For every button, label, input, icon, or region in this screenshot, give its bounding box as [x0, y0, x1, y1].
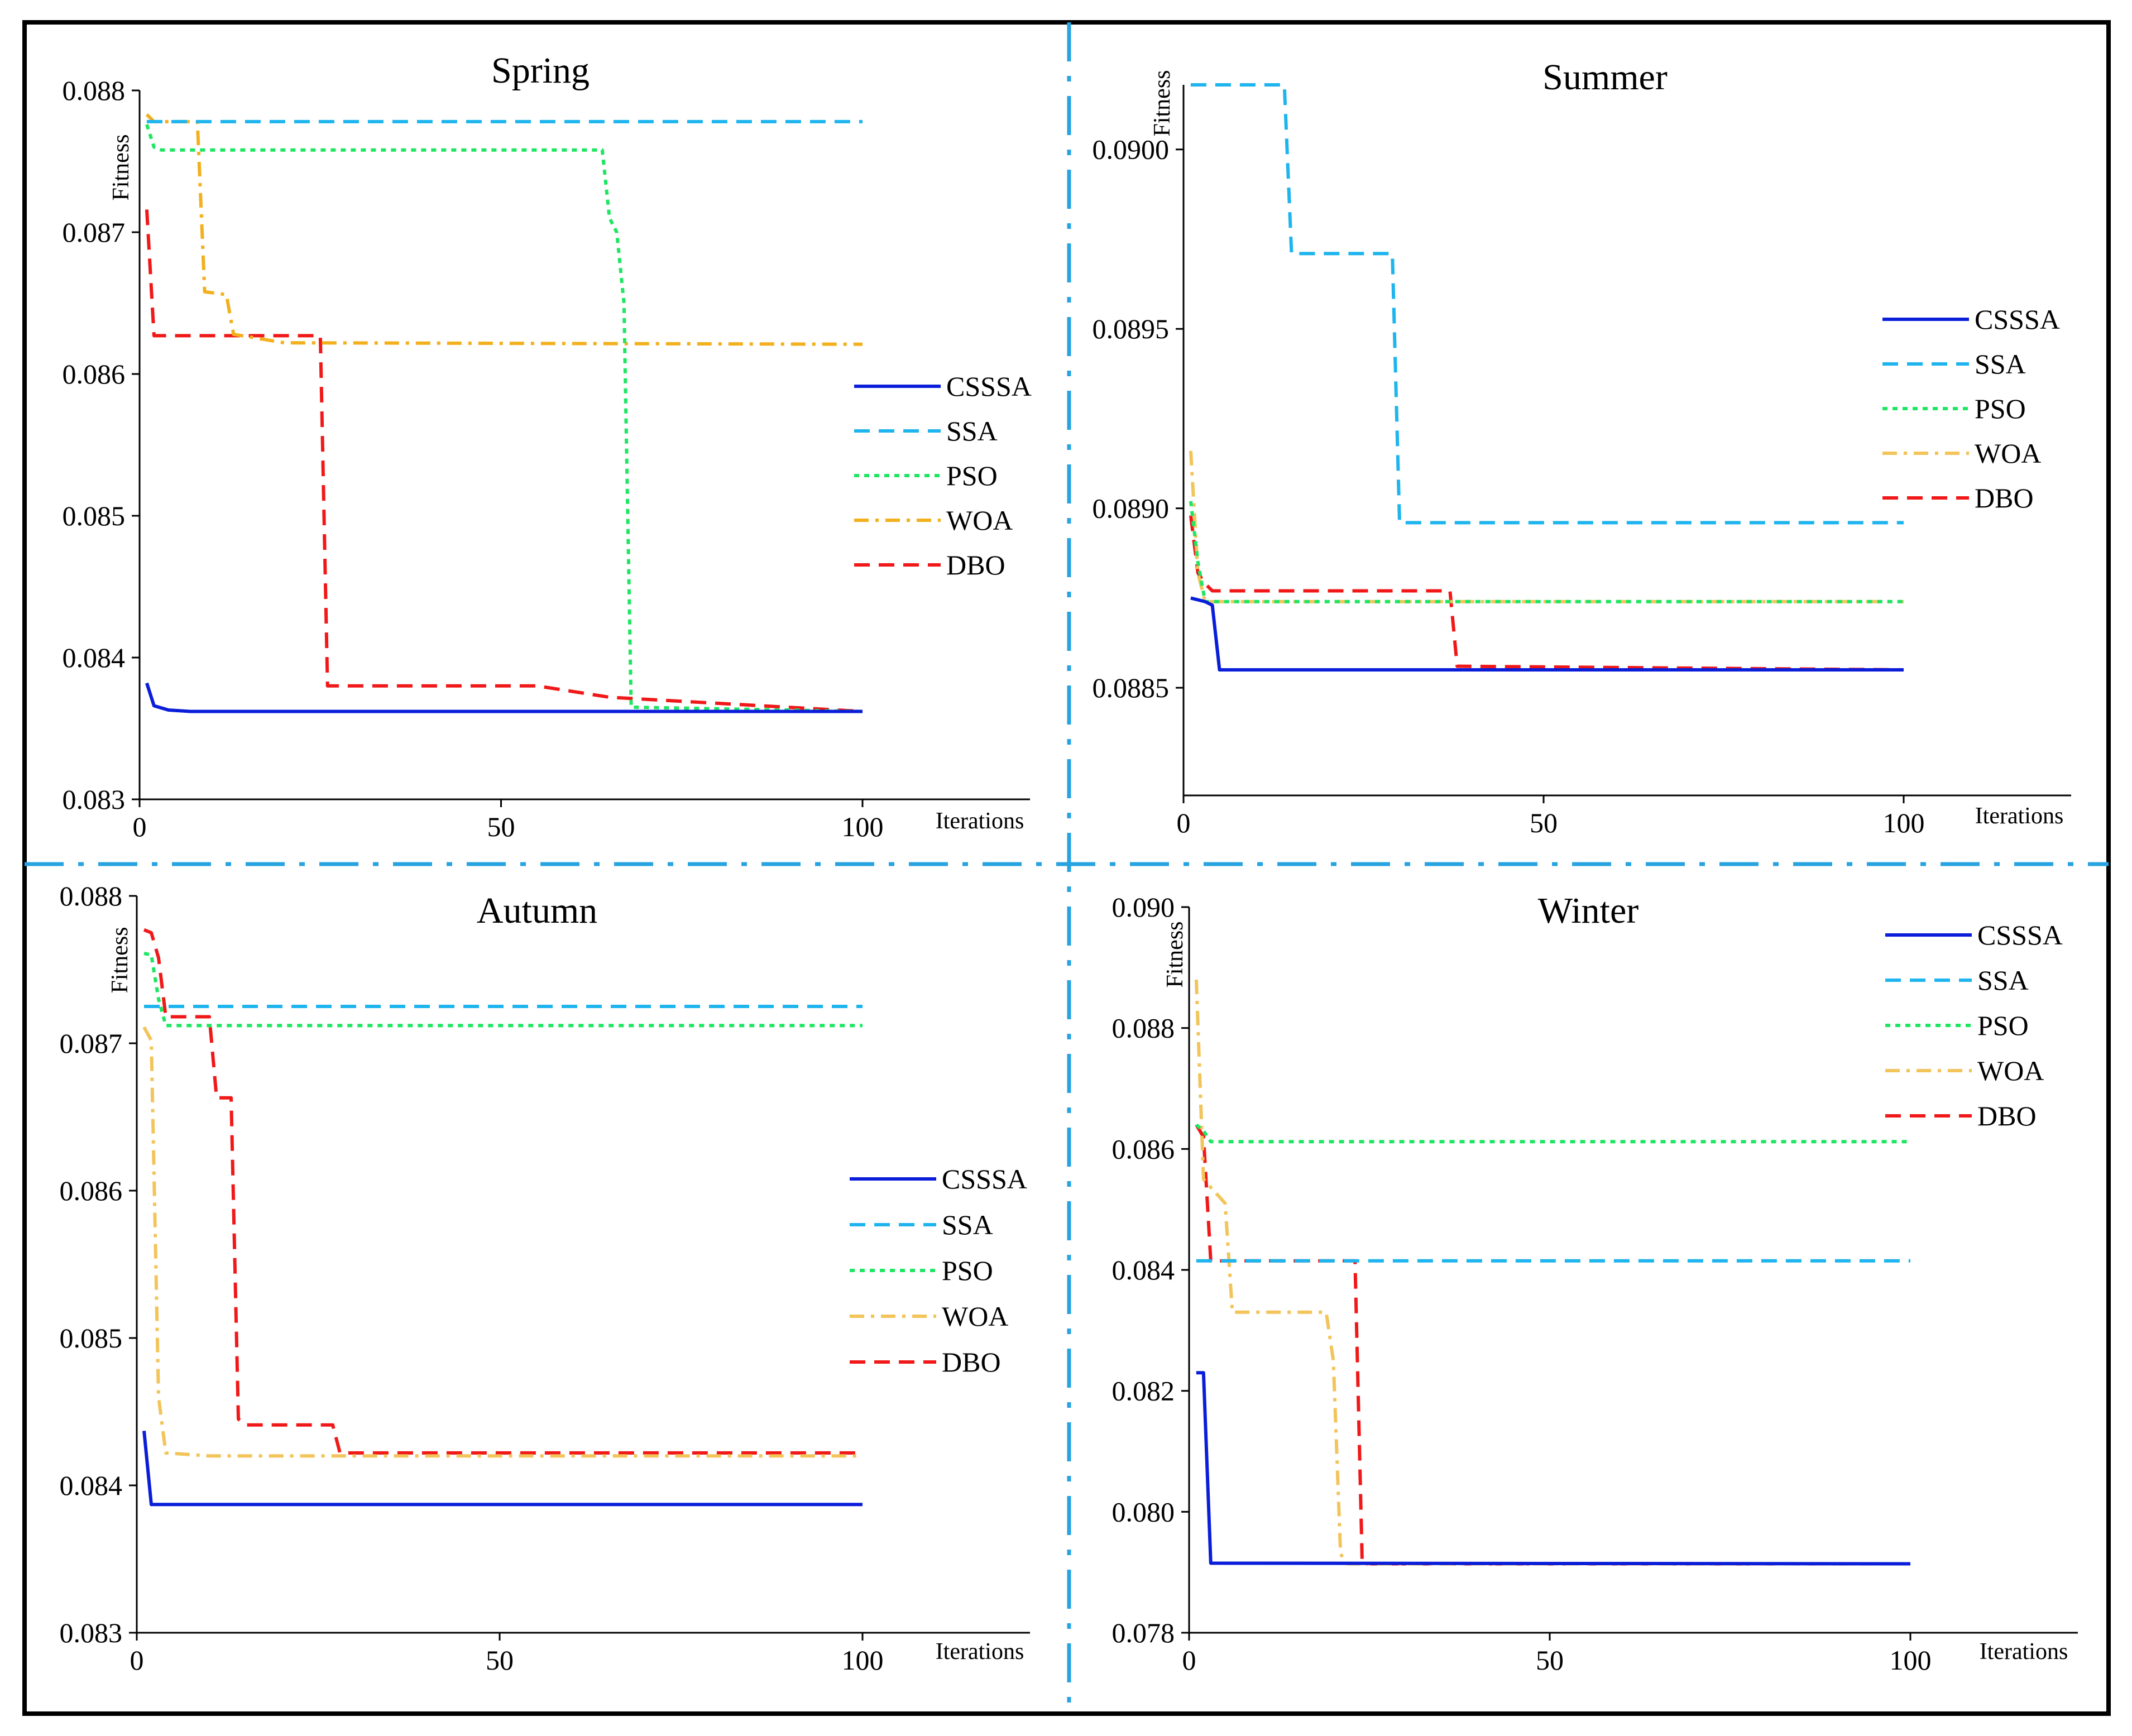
x-tick-label: 50: [487, 811, 515, 842]
series-line-dbo: [143, 928, 863, 1455]
y-tick-label: 0.0895: [1093, 313, 1170, 344]
series-line-csssa: [145, 682, 863, 713]
y-tick-label: 0.088: [60, 880, 123, 912]
legend-label-ssa: SSA: [1977, 965, 2029, 996]
x-tick-label: 100: [842, 1644, 884, 1676]
y-tick-label: 0.083: [63, 784, 126, 815]
y-tick-label: 0.085: [60, 1322, 123, 1354]
y-tick-label: 0.088: [63, 75, 126, 106]
legend-label-csssa: CSSSA: [1977, 919, 2063, 951]
y-tick-label: 0.086: [60, 1175, 123, 1206]
y-tick-label: 0.084: [60, 1470, 123, 1501]
y-axis-label: Fitness: [1162, 921, 1188, 987]
series-line-csssa: [1190, 596, 1904, 672]
legend-label-woa: WOA: [942, 1301, 1008, 1332]
chart-winter: 0.078 0.080 0.082 0.084 0.086 0.088 0.090 0 50 10…: [1112, 890, 2078, 1676]
x-tick-label: 0: [130, 1644, 144, 1676]
chart-autumn: 0.083 0.084 0.085 0.086 0.087 0.088 0 50 100 Iter…: [60, 880, 1030, 1676]
series-line-ssa: [1190, 83, 1904, 525]
legend: CSSSA SSA PSO WOA DBO: [854, 371, 1032, 581]
legend: CSSSA SSA PSO WOA DBO: [1885, 919, 2063, 1131]
y-tick-label: 0.087: [60, 1028, 123, 1059]
legend-label-ssa: SSA: [942, 1209, 993, 1240]
x-axis-label: Iterations: [936, 808, 1024, 834]
series-line-woa: [1189, 450, 1904, 603]
y-tick-label: 0.0885: [1093, 672, 1170, 703]
legend: CSSSA SSA PSO WOA DBO: [1882, 304, 2060, 514]
x-tick-label: 100: [1883, 807, 1925, 838]
series-line-pso: [143, 952, 863, 1028]
legend-label-csssa: CSSSA: [946, 371, 1032, 402]
y-tick-label: 0.086: [1112, 1133, 1175, 1164]
chart-spring: 0.083 0.084 0.085 0.086 0.087 0.088 0 50 100 Iter…: [63, 50, 1032, 842]
legend-label-pso: PSO: [1975, 393, 2026, 424]
legend-label-woa: WOA: [1977, 1055, 2044, 1086]
x-axis-label: Iterations: [936, 1639, 1024, 1665]
x-tick-label: 50: [486, 1644, 514, 1676]
legend-label-pso: PSO: [1977, 1010, 2029, 1041]
legend: CSSSA SSA PSO WOA DBO: [850, 1163, 1027, 1378]
chart-title: Spring: [491, 50, 590, 91]
legend-label-csssa: CSSSA: [1975, 304, 2060, 335]
y-tick-label: 0.078: [1112, 1617, 1175, 1648]
y-tick-label: 0.082: [1112, 1375, 1175, 1407]
chart-summer: 0.0885 0.0890 0.0895 0.0900 0 50 100 Iterations…: [1093, 57, 2071, 838]
series-line-dbo: [1189, 515, 1904, 672]
y-axis-label: Fitness: [1149, 70, 1175, 136]
y-tick-label: 0.080: [1112, 1496, 1175, 1527]
y-tick-label: 0.086: [63, 358, 126, 390]
x-axis-label: Iterations: [1975, 803, 2064, 829]
chart-title: Autumn: [477, 890, 597, 931]
y-tick-label: 0.084: [1112, 1254, 1175, 1286]
x-tick-label: 100: [1890, 1644, 1932, 1676]
legend-label-dbo: DBO: [946, 549, 1005, 581]
legend-label-dbo: DBO: [1977, 1100, 2037, 1131]
legend-label-woa: WOA: [946, 505, 1013, 536]
y-tick-label: 0.0890: [1093, 493, 1170, 524]
y-axis-label: Fitness: [108, 134, 134, 200]
y-axis-label: Fitness: [107, 927, 133, 993]
y-tick-label: 0.0900: [1093, 134, 1170, 165]
legend-label-ssa: SSA: [1975, 348, 2026, 380]
series-line-dbo: [145, 209, 863, 713]
x-tick-label: 0: [133, 811, 147, 842]
series-line-csssa: [1196, 1371, 1911, 1566]
x-tick-label: 50: [1536, 1644, 1564, 1676]
series-line-woa: [1194, 979, 1910, 1566]
legend-label-woa: WOA: [1975, 438, 2041, 469]
series-line-pso: [145, 124, 863, 713]
x-tick-label: 100: [842, 811, 884, 842]
x-tick-label: 0: [1182, 1644, 1196, 1676]
legend-label-dbo: DBO: [942, 1346, 1001, 1378]
series-line-csssa: [142, 1431, 863, 1507]
series-line-woa: [142, 1026, 863, 1458]
y-tick-label: 0.083: [60, 1617, 123, 1648]
y-tick-label: 0.084: [63, 642, 126, 673]
series-line-dbo: [1195, 1124, 1910, 1566]
x-axis-label: Iterations: [1980, 1639, 2068, 1665]
x-tick-label: 50: [1530, 807, 1558, 838]
legend-label-pso: PSO: [942, 1255, 993, 1286]
y-tick-label: 0.087: [63, 217, 126, 248]
series-line-pso: [1195, 1123, 1910, 1144]
chart-title: Summer: [1542, 57, 1668, 98]
legend-label-ssa: SSA: [946, 415, 998, 447]
y-tick-label: 0.085: [63, 500, 126, 531]
x-tick-label: 0: [1177, 807, 1191, 838]
legend-label-csssa: CSSSA: [942, 1163, 1027, 1195]
chart-title: Winter: [1538, 890, 1639, 931]
y-tick-label: 0.088: [1112, 1013, 1175, 1044]
series-line-pso: [1189, 501, 1904, 603]
figure-border: [22, 20, 2111, 1716]
y-tick-label: 0.090: [1112, 891, 1175, 923]
legend-label-dbo: DBO: [1975, 482, 2034, 514]
legend-label-pso: PSO: [946, 460, 998, 491]
